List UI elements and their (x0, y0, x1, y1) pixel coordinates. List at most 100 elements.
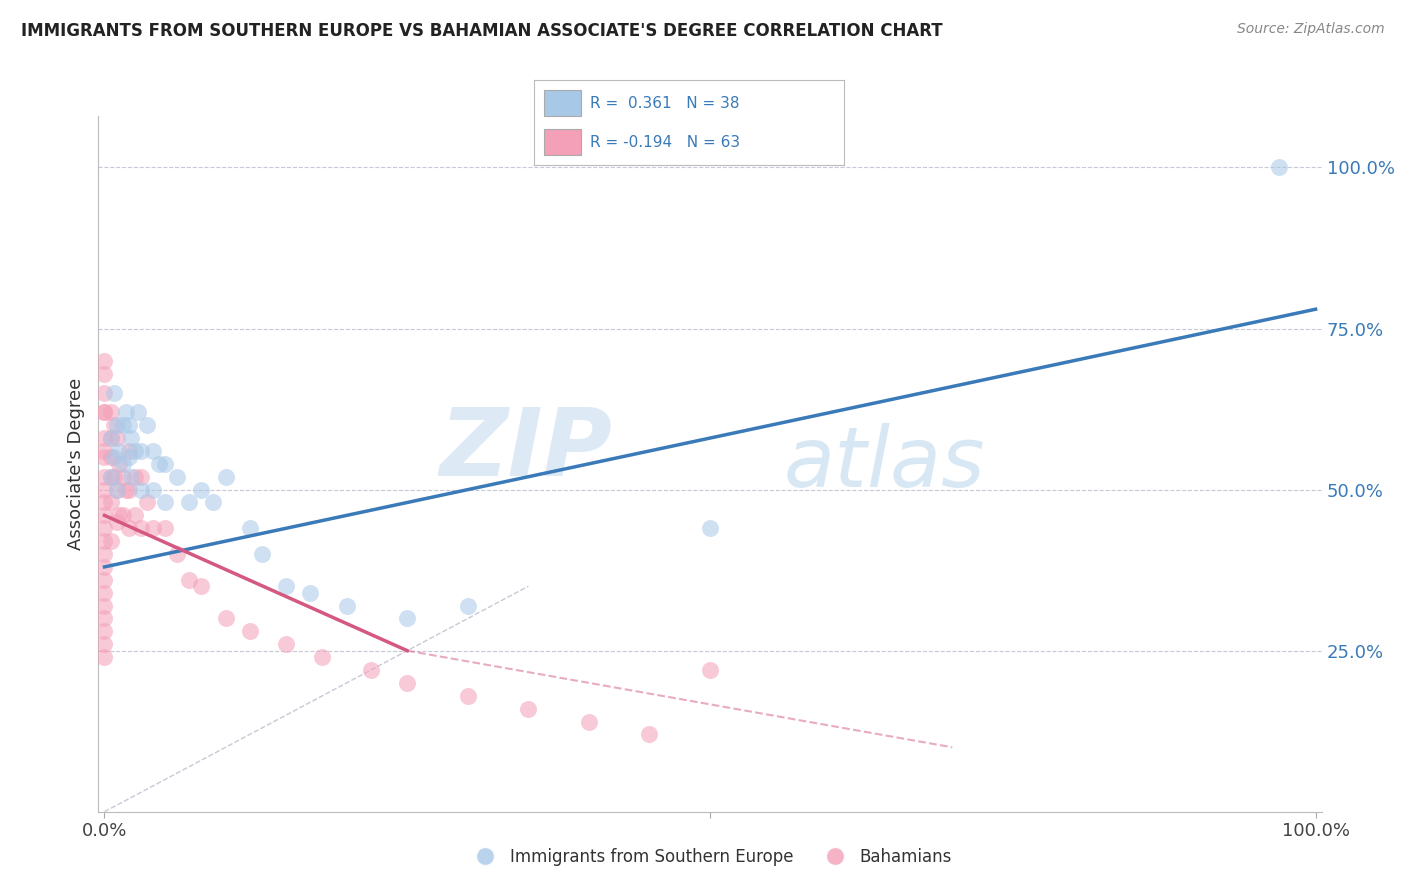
Point (120, 469, 142, 483)
Point (124, 508, 146, 523)
Point (93, 521, 115, 535)
Point (93, 495, 115, 509)
Point (202, 495, 225, 509)
Point (100, 431, 122, 445)
Point (100, 431, 122, 445)
Y-axis label: Associate's Degree: Associate's Degree (66, 377, 84, 550)
Point (93, 367, 115, 381)
Point (517, 701, 540, 715)
Point (111, 457, 134, 471)
Point (108, 508, 131, 523)
Point (93, 534, 115, 549)
Text: R = -0.194   N = 63: R = -0.194 N = 63 (591, 135, 740, 150)
Point (103, 469, 125, 483)
Point (108, 444, 131, 458)
Point (153, 521, 176, 535)
Point (1268, 161, 1291, 175)
Point (93, 560, 115, 574)
Point (276, 637, 298, 651)
Point (115, 405, 138, 419)
FancyBboxPatch shape (544, 129, 581, 155)
Point (105, 483, 128, 497)
Point (105, 418, 128, 433)
Point (93, 353, 115, 368)
Point (111, 469, 134, 483)
Point (93, 405, 115, 419)
Point (239, 521, 262, 535)
Point (311, 650, 333, 665)
Point (93, 611, 115, 625)
Point (153, 495, 176, 509)
FancyBboxPatch shape (544, 90, 581, 116)
Point (190, 483, 212, 497)
Point (699, 521, 721, 535)
Point (129, 483, 152, 497)
Point (276, 579, 298, 593)
Point (124, 469, 146, 483)
Point (118, 483, 141, 497)
Point (396, 611, 419, 625)
Point (166, 469, 188, 483)
Point (105, 483, 128, 497)
Point (129, 521, 152, 535)
Point (100, 405, 122, 419)
Point (214, 611, 236, 625)
Point (135, 418, 157, 433)
Point (214, 469, 236, 483)
Point (118, 444, 141, 458)
Point (299, 585, 322, 599)
Point (118, 450, 141, 465)
Point (93, 547, 115, 561)
Point (457, 689, 479, 703)
Point (142, 444, 165, 458)
Point (93, 637, 115, 651)
Point (699, 663, 721, 677)
Point (190, 579, 212, 593)
Point (93, 585, 115, 599)
Point (103, 386, 125, 401)
Point (336, 599, 359, 613)
Point (93, 386, 115, 401)
Point (100, 469, 122, 483)
Point (638, 727, 661, 741)
Point (93, 624, 115, 639)
Point (120, 431, 142, 445)
Point (166, 547, 188, 561)
Point (578, 714, 600, 729)
Point (93, 508, 115, 523)
Point (108, 457, 131, 471)
Point (93, 650, 115, 665)
Point (93, 450, 115, 465)
Point (142, 521, 165, 535)
Legend: Immigrants from Southern Europe, Bahamians: Immigrants from Southern Europe, Bahamia… (461, 842, 959, 873)
Text: R =  0.361   N = 38: R = 0.361 N = 38 (591, 95, 740, 111)
Point (250, 547, 273, 561)
Point (93, 483, 115, 497)
Point (129, 469, 152, 483)
Point (179, 573, 201, 587)
Point (103, 450, 125, 465)
Point (179, 495, 201, 509)
Point (124, 444, 146, 458)
Point (118, 521, 141, 535)
Point (129, 444, 152, 458)
Point (100, 534, 122, 549)
Point (118, 418, 141, 433)
Point (93, 405, 115, 419)
Point (135, 495, 157, 509)
Point (105, 515, 128, 529)
Point (396, 676, 419, 690)
Point (360, 663, 382, 677)
Point (115, 483, 138, 497)
Text: IMMIGRANTS FROM SOUTHERN EUROPE VS BAHAMIAN ASSOCIATE'S DEGREE CORRELATION CHART: IMMIGRANTS FROM SOUTHERN EUROPE VS BAHAM… (21, 22, 942, 40)
Point (93, 573, 115, 587)
Point (100, 450, 122, 465)
Point (100, 495, 122, 509)
Point (127, 405, 149, 419)
Point (93, 444, 115, 458)
Text: atlas: atlas (783, 424, 986, 504)
Point (100, 469, 122, 483)
Point (111, 418, 134, 433)
Text: Source: ZipAtlas.com: Source: ZipAtlas.com (1237, 22, 1385, 37)
Point (103, 418, 125, 433)
